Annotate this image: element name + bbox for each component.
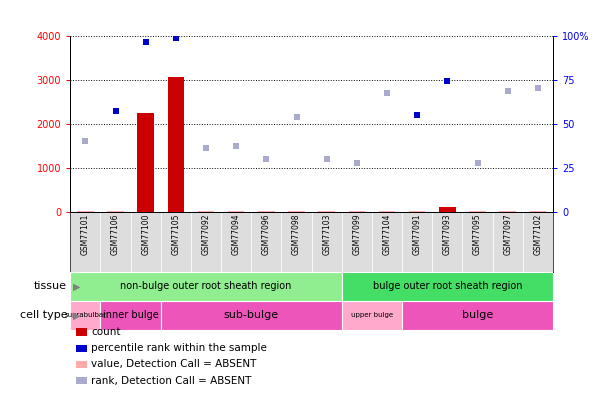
Bar	[161, 301, 342, 330]
Bar	[379, 211, 395, 212]
Text: GSM77095: GSM77095	[473, 213, 482, 255]
Bar	[228, 211, 244, 212]
Text: percentile rank within the sample: percentile rank within the sample	[91, 343, 267, 353]
Bar	[137, 113, 154, 212]
Bar	[77, 211, 93, 212]
Bar	[439, 207, 456, 212]
Bar	[409, 211, 425, 212]
Bar	[318, 211, 335, 212]
Text: bulge outer root sheath region: bulge outer root sheath region	[373, 281, 522, 291]
Text: GSM77100: GSM77100	[141, 213, 150, 255]
Bar	[402, 301, 553, 330]
Bar	[469, 211, 486, 212]
Bar	[100, 212, 131, 272]
Bar	[463, 212, 492, 272]
Bar	[372, 212, 402, 272]
Text: GSM77103: GSM77103	[322, 213, 331, 255]
Text: GSM77098: GSM77098	[292, 213, 301, 255]
Bar	[258, 211, 275, 212]
Bar	[499, 211, 516, 212]
Bar	[191, 212, 221, 272]
Text: GSM77091: GSM77091	[412, 213, 422, 255]
Bar	[221, 212, 251, 272]
Text: GSM77093: GSM77093	[443, 213, 452, 255]
Text: upper bulge: upper bulge	[351, 313, 393, 318]
Text: GSM77104: GSM77104	[382, 213, 392, 255]
Text: GSM77105: GSM77105	[171, 213, 180, 255]
Text: non-bulge outer root sheath region: non-bulge outer root sheath region	[120, 281, 291, 291]
Text: GSM77102: GSM77102	[533, 213, 543, 255]
Text: value, Detection Call = ABSENT: value, Detection Call = ABSENT	[91, 360, 257, 369]
Text: ▶: ▶	[73, 281, 81, 291]
Bar	[198, 211, 214, 212]
Bar	[433, 212, 463, 272]
Bar	[342, 301, 402, 330]
Text: sub-bulge: sub-bulge	[224, 311, 279, 320]
Bar	[161, 212, 191, 272]
Text: count: count	[91, 327, 120, 337]
Text: GSM77099: GSM77099	[353, 213, 361, 255]
Bar	[282, 212, 312, 272]
Bar	[70, 212, 100, 272]
Text: inner bulge: inner bulge	[103, 311, 158, 320]
Bar	[312, 212, 342, 272]
Text: suprabulbar: suprabulbar	[64, 313, 106, 318]
Bar	[530, 211, 546, 212]
Text: rank, Detection Call = ABSENT: rank, Detection Call = ABSENT	[91, 376, 251, 386]
Text: tissue: tissue	[34, 281, 67, 291]
Bar	[288, 211, 305, 212]
Bar	[70, 301, 100, 330]
Bar	[251, 212, 282, 272]
Text: cell type: cell type	[20, 311, 67, 320]
Text: GSM77096: GSM77096	[262, 213, 271, 255]
Text: GSM77097: GSM77097	[503, 213, 512, 255]
Bar	[167, 77, 184, 212]
Bar	[342, 212, 372, 272]
Bar	[348, 211, 365, 212]
Text: ▶: ▶	[73, 311, 81, 320]
Bar	[70, 272, 342, 301]
Bar	[402, 212, 433, 272]
Text: GSM77106: GSM77106	[111, 213, 120, 255]
Bar	[523, 212, 553, 272]
Text: GSM77101: GSM77101	[81, 213, 90, 255]
Text: GSM77092: GSM77092	[202, 213, 211, 255]
Bar	[492, 212, 523, 272]
Bar	[107, 211, 124, 212]
Bar	[131, 212, 161, 272]
Text: bulge: bulge	[462, 311, 493, 320]
Bar	[342, 272, 553, 301]
Bar	[100, 301, 161, 330]
Text: GSM77094: GSM77094	[232, 213, 241, 255]
